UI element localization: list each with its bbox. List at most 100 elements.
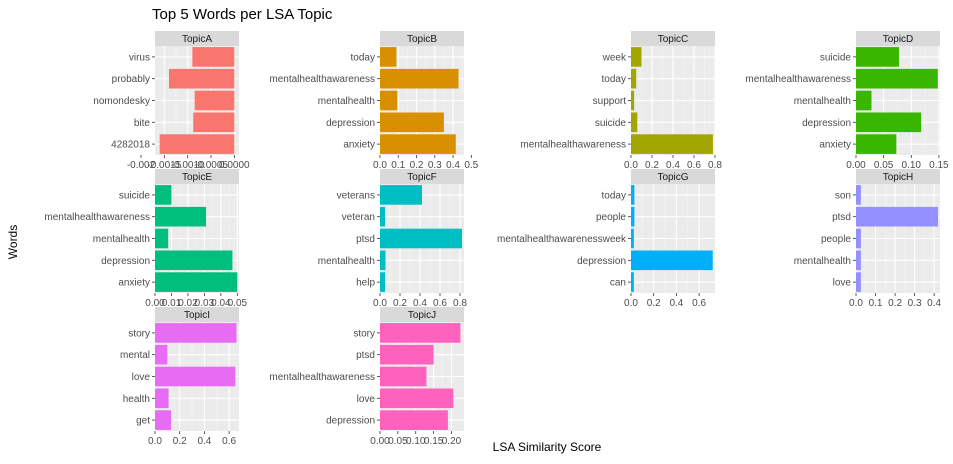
bar-depression [631,250,713,271]
y-tick-label: depression [802,118,851,129]
x-tick-label: 0.8 [708,160,722,171]
panel-strip-label: TopicE [182,172,212,183]
bar-mental [155,344,168,365]
y-tick-label: today [351,52,375,63]
x-tick-label: 0.00 [846,160,866,171]
y-tick-label: mentalhealthawareness [269,372,375,383]
panel-strip [155,169,239,184]
x-tick-label: 0.3 [428,160,442,171]
panel-topici: TopicI story mental love health get 0.0 0.2 0.4 0… [120,307,239,447]
x-tick-label: 0.4 [927,298,941,309]
panel-strip-label: TopicC [658,34,689,45]
y-tick-label: mentalhealth [794,256,851,267]
bar-ptsd [380,344,434,365]
x-tick-label: 0.6 [222,436,236,447]
x-tick-label: 0.03 [195,298,215,309]
panel-strip-label: TopicG [657,172,688,183]
bar-mentalhealth [155,228,169,249]
bar-mentalhealthawareness [380,68,459,89]
bar-get [155,410,172,430]
y-tick-label: get [136,416,150,427]
x-tick-label: 0.2 [393,298,407,309]
bar-today [631,185,635,205]
x-tick-label: 0.5 [464,160,478,171]
y-tick-label: anxiety [343,140,375,151]
y-tick-label: suicide [820,52,852,63]
y-tick-label: 4282018 [111,140,150,151]
bar-suicide [631,112,638,133]
x-tick-label: 0.4 [197,436,211,447]
y-tick-label: anxiety [819,140,851,151]
y-tick-label: veterans [337,190,375,201]
bar-ptsd [380,228,462,249]
bar-mentalhealth [856,90,872,111]
x-tick-label: 0.4 [446,160,460,171]
y-tick-label: can [610,278,626,289]
bar-help [380,272,385,292]
y-axis-title: Words [6,225,20,259]
bar-support [631,90,635,111]
panel-strip [380,307,464,322]
x-tick-label: 0.0000 [219,160,250,171]
x-tick-label: -0.0010 [171,160,205,171]
bar-depression [380,410,448,430]
x-tick-label: 0.05 [874,160,894,171]
bar-people [631,206,635,227]
y-tick-label: ptsd [832,212,851,223]
panel-strip-label: TopicJ [408,310,436,321]
x-tick-label: 0.0 [624,160,638,171]
bar-health [155,388,169,409]
y-tick-label: mentalhealthawareness [44,212,150,223]
y-tick-label: bite [134,118,151,129]
y-tick-label: mentalhealth [318,96,375,107]
y-tick-label: today [602,74,626,85]
y-tick-label: probably [112,74,150,85]
facet-panels: TopicA virus probably nomondesky bite 4282018… [44,31,949,447]
bar-mentalhealthawarenessweek [631,228,634,249]
x-tick-label: 0.2 [647,298,661,309]
panel-topica: TopicA virus probably nomondesky bite 4282018… [93,31,250,171]
panel-topich: TopicH son ptsd people mentalhealth love 0.0 0.… [794,169,942,309]
bar-anxiety [380,134,456,154]
x-tick-label: 0.6 [433,298,447,309]
y-tick-label: suicide [595,118,627,129]
x-tick-label: 0.4 [669,298,683,309]
panel-strip [856,169,940,184]
y-tick-label: love [132,372,151,383]
y-tick-label: depression [326,118,375,129]
bar-depression [155,250,233,271]
bar-mentalhealthawareness [631,134,713,154]
panel-topicf: TopicF veterans veteran ptsd mentalhealth hel… [318,169,467,309]
x-tick-label: 0.05 [388,436,408,447]
x-tick-label: 0.2 [173,436,187,447]
bar-can [631,272,634,292]
bar-nomondesky [194,90,235,111]
x-tick-label: 0.2 [888,298,902,309]
x-tick-label: 0.04 [211,298,231,309]
x-tick-label: 0.10 [406,436,426,447]
panel-strip [856,31,940,46]
x-tick-label: 0.0 [849,298,863,309]
y-tick-label: depression [577,256,626,267]
panel-strip-label: TopicI [184,310,210,321]
y-tick-label: mentalhealthawareness [520,140,626,151]
panel-topicc: TopicC week today support suicide mentalhealt… [520,31,722,171]
x-tick-label: 0.01 [162,298,182,309]
x-tick-label: 0.4 [413,298,427,309]
y-tick-label: mentalhealthawarenessweek [497,234,627,245]
panel-topicg: TopicG today people mentalhealthawarenesswe… [497,169,715,309]
y-tick-label: depression [326,416,375,427]
y-tick-label: today [602,190,626,201]
panel-strip [631,31,715,46]
bar-ptsd [856,206,939,227]
panel-strip [380,31,464,46]
bar-people [856,228,861,249]
x-tick-label: 0.1 [391,160,405,171]
bar-veteran [380,206,385,227]
y-tick-label: ptsd [356,234,375,245]
bar-mentalhealth [380,250,386,271]
panel-strip-label: TopicD [883,34,914,45]
x-tick-label: 0.05 [228,298,248,309]
panel-strip-label: TopicA [182,34,212,45]
